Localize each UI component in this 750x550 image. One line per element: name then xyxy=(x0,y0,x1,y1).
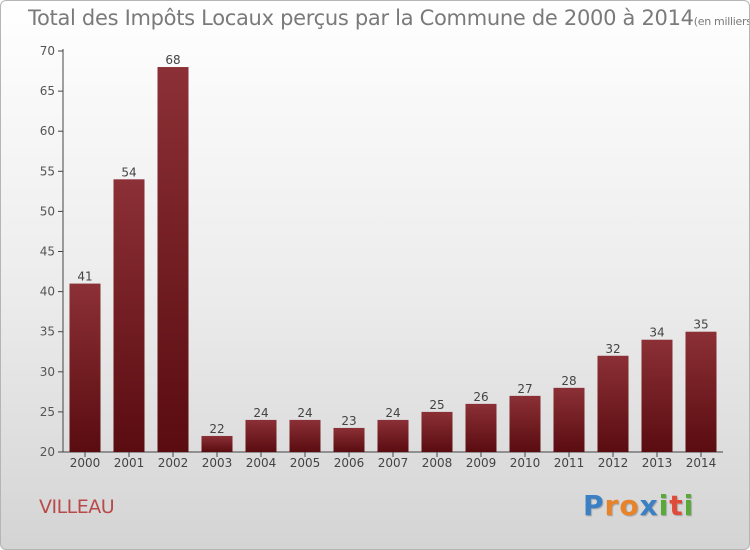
x-tick-label: 2002 xyxy=(158,456,189,470)
proxiti-logo[interactable]: Proxiti xyxy=(583,489,694,522)
x-tick-label: 2009 xyxy=(466,456,497,470)
bar-value-label: 54 xyxy=(121,165,136,179)
bar-2011[interactable] xyxy=(553,387,585,452)
bar-value-label: 27 xyxy=(517,382,532,396)
x-tick-label: 2005 xyxy=(290,456,321,470)
logo-letter: i xyxy=(658,489,670,522)
logo-letter: o xyxy=(619,489,640,522)
bar-2003[interactable] xyxy=(201,435,233,452)
bar-value-label: 26 xyxy=(473,390,488,404)
x-tick-label: 2000 xyxy=(70,456,101,470)
x-tick-label: 2011 xyxy=(554,456,585,470)
chart-title: Total des Impôts Locaux perçus par la Co… xyxy=(28,6,750,30)
x-tick-label: 2010 xyxy=(510,456,541,470)
logo-letter: x xyxy=(639,489,659,522)
bar-2009[interactable] xyxy=(465,403,497,452)
bar-value-label: 24 xyxy=(297,406,312,420)
bar-value-label: 22 xyxy=(209,422,224,436)
bar-2012[interactable] xyxy=(597,355,629,452)
bar-value-label: 34 xyxy=(649,326,664,340)
bar-2002[interactable] xyxy=(157,67,189,452)
y-tick-label: 55 xyxy=(40,164,55,178)
logo-letter: t xyxy=(669,489,684,522)
x-tick-label: 2008 xyxy=(422,456,453,470)
bar-value-label: 28 xyxy=(561,374,576,388)
y-tick-label: 40 xyxy=(40,285,55,299)
x-tick-label: 2014 xyxy=(686,456,717,470)
y-tick-label: 30 xyxy=(40,365,55,379)
y-tick-label: 70 xyxy=(40,44,55,58)
bar-2006[interactable] xyxy=(333,427,365,452)
x-tick-label: 2006 xyxy=(334,456,365,470)
x-tick-label: 2012 xyxy=(598,456,629,470)
logo-letter: i xyxy=(683,489,695,522)
y-tick-label: 60 xyxy=(40,124,55,138)
commune-name: VILLEAU xyxy=(39,496,115,518)
logo-letter: P xyxy=(583,489,605,522)
y-tick-label: 65 xyxy=(40,84,55,98)
y-tick-label: 20 xyxy=(40,445,55,459)
bar-2013[interactable] xyxy=(641,339,673,452)
y-tick-label: 45 xyxy=(40,245,55,259)
y-tick-label: 35 xyxy=(40,325,55,339)
chart-title-text: Total des Impôts Locaux perçus par la Co… xyxy=(28,6,694,30)
bar-2014[interactable] xyxy=(685,331,717,452)
bar-2008[interactable] xyxy=(421,411,453,452)
y-tick-label: 50 xyxy=(40,204,55,218)
x-tick-label: 2004 xyxy=(246,456,277,470)
bar-value-label: 25 xyxy=(429,398,444,412)
y-tick-label: 25 xyxy=(40,405,55,419)
chart-title-unit: (en milliers d'€) xyxy=(693,15,750,28)
bar-value-label: 32 xyxy=(605,342,620,356)
bar-value-label: 24 xyxy=(385,406,400,420)
bar-value-label: 68 xyxy=(165,53,180,67)
bar-value-label: 23 xyxy=(341,414,356,428)
x-tick-label: 2007 xyxy=(378,456,409,470)
x-tick-label: 2001 xyxy=(114,456,145,470)
bar-2007[interactable] xyxy=(377,419,409,452)
bar-value-label: 24 xyxy=(253,406,268,420)
x-tick-label: 2003 xyxy=(202,456,233,470)
bar-value-label: 41 xyxy=(77,270,92,284)
bar-value-label: 35 xyxy=(693,318,708,332)
logo-letter: r xyxy=(604,489,620,522)
bar-2005[interactable] xyxy=(289,419,321,452)
bar-2000[interactable] xyxy=(69,283,101,452)
bar-2001[interactable] xyxy=(113,179,145,452)
bar-2004[interactable] xyxy=(245,419,277,452)
bar-2010[interactable] xyxy=(509,395,541,452)
x-tick-label: 2013 xyxy=(642,456,673,470)
